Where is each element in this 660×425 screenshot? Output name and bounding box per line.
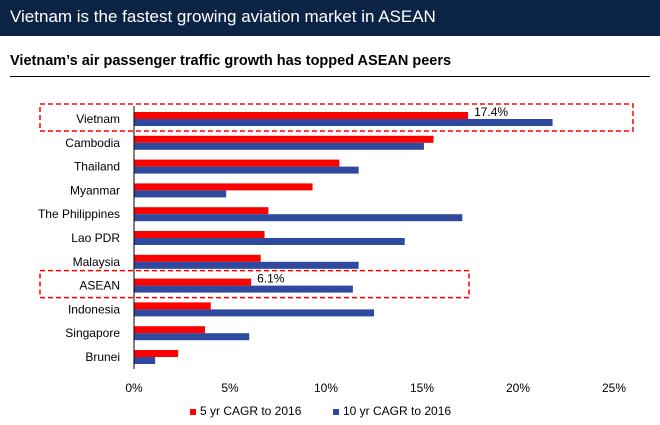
bar-5-yr-cagr-to-2016-malaysia xyxy=(134,254,261,262)
bar-10-yr-cagr-to-2016-singapore xyxy=(134,333,250,341)
x-tick-label: 10% xyxy=(314,381,338,395)
bar-5-yr-cagr-to-2016-singapore xyxy=(134,326,206,334)
bar-10-yr-cagr-to-2016-asean xyxy=(134,285,353,293)
bar-5-yr-cagr-to-2016-myanmar xyxy=(134,183,313,191)
bar-5-yr-cagr-to-2016-thailand xyxy=(134,159,340,167)
bar-10-yr-cagr-to-2016-myanmar xyxy=(134,190,227,198)
category-label-the-philippines: The Philippines xyxy=(38,207,120,221)
bar-10-yr-cagr-to-2016-malaysia xyxy=(134,261,359,269)
bar-5-yr-cagr-to-2016-lao-pdr xyxy=(134,231,265,238)
bar-5-yr-cagr-to-2016-cambodia xyxy=(134,135,434,143)
legend-swatch-5-yr-cagr-to-2016 xyxy=(190,409,196,415)
x-tick-label: 0% xyxy=(125,381,143,395)
category-label-vietnam: Vietnam xyxy=(76,112,120,126)
bar-5-yr-cagr-to-2016-the-philippines xyxy=(134,207,269,215)
legend-label-10-yr-cagr-to-2016: 10 yr CAGR to 2016 xyxy=(343,404,451,418)
bar-10-yr-cagr-to-2016-brunei xyxy=(134,357,156,364)
bar-10-yr-cagr-to-2016-vietnam xyxy=(134,119,553,126)
x-tick-label: 20% xyxy=(506,381,530,395)
category-label-singapore: Singapore xyxy=(65,326,120,340)
bar-10-yr-cagr-to-2016-lao-pdr xyxy=(134,238,405,245)
x-tick-label: 15% xyxy=(410,381,434,395)
bar-5-yr-cagr-to-2016-asean xyxy=(134,278,252,286)
data-label-vietnam: 17.4% xyxy=(474,105,508,119)
bar-10-yr-cagr-to-2016-indonesia xyxy=(134,309,374,317)
bar-10-yr-cagr-to-2016-thailand xyxy=(134,166,359,174)
bar-5-yr-cagr-to-2016-indonesia xyxy=(134,302,211,310)
subtitle-divider xyxy=(10,76,650,77)
category-label-indonesia: Indonesia xyxy=(68,302,120,316)
category-label-asean: ASEAN xyxy=(79,279,120,293)
x-tick-label: 5% xyxy=(221,381,239,395)
legend-swatch-10-yr-cagr-to-2016 xyxy=(333,409,339,415)
category-label-thailand: Thailand xyxy=(74,160,120,174)
category-label-brunei: Brunei xyxy=(85,350,120,364)
page-title: Vietnam is the fastest growing aviation … xyxy=(10,7,436,26)
x-tick-label: 25% xyxy=(602,381,626,395)
bar-10-yr-cagr-to-2016-the-philippines xyxy=(134,214,463,222)
chart-subtitle: Vietnam’s air passenger traffic growth h… xyxy=(10,53,452,69)
highlight-box-vietnam xyxy=(39,103,634,132)
data-label-asean: 6.1% xyxy=(257,272,285,286)
bar-5-yr-cagr-to-2016-vietnam xyxy=(134,112,469,119)
legend-label-5-yr-cagr-to-2016: 5 yr CAGR to 2016 xyxy=(200,404,302,418)
highlight-box-asean xyxy=(39,269,470,299)
category-label-malaysia: Malaysia xyxy=(73,255,121,269)
title-banner: Vietnam is the fastest growing aviation … xyxy=(0,0,660,36)
category-label-lao-pdr: Lao PDR xyxy=(71,231,120,245)
bar-10-yr-cagr-to-2016-cambodia xyxy=(134,142,424,150)
bar-5-yr-cagr-to-2016-brunei xyxy=(134,350,179,357)
category-label-cambodia: Cambodia xyxy=(65,136,120,150)
category-label-myanmar: Myanmar xyxy=(70,183,120,197)
